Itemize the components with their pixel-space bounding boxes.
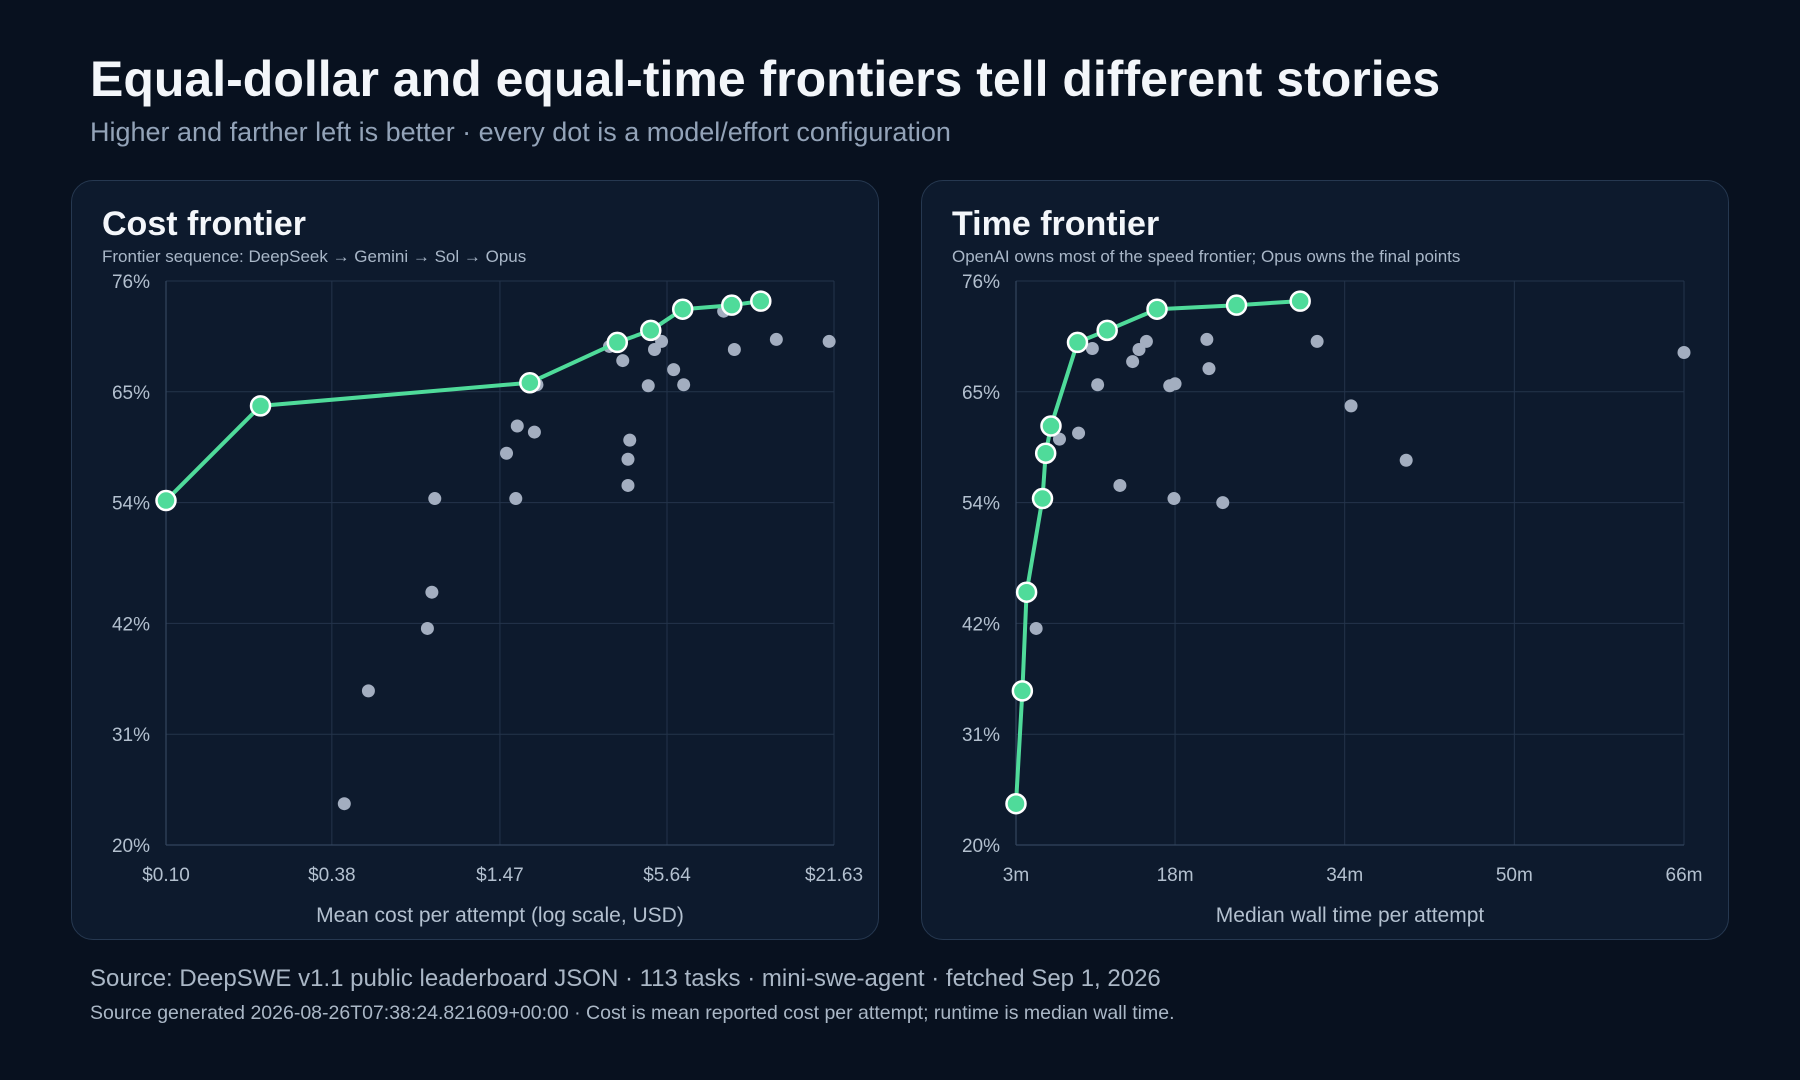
configuration-point [361, 684, 375, 698]
frontier-point [1015, 581, 1038, 603]
frontier-point [671, 298, 694, 320]
configuration-point [510, 419, 524, 433]
frontier-point [750, 290, 772, 312]
frontier-point [1289, 290, 1311, 312]
x-tick-label: $0.38 [308, 865, 356, 886]
configuration-point [1052, 432, 1066, 446]
x-tick-label: 18m [1157, 865, 1194, 886]
x-tick-label: 50m [1496, 865, 1533, 886]
time-frontier-subtitle: OpenAI owns most of the speed frontier; … [952, 247, 1461, 266]
cost-frontier-chart: 20% 31% 42% 54% 65% 76% $0.10 $0.38 $1.47 $5.64 $2… [112, 272, 863, 927]
configuration-point [667, 363, 681, 377]
configuration-point [621, 478, 635, 492]
x-tick-label: $5.64 [643, 865, 691, 886]
time-frontier-title: Time frontier [952, 205, 1160, 243]
y-tick-label: 54% [112, 494, 150, 515]
y-tick-label: 76% [112, 272, 150, 293]
x-tick-label: $0.10 [142, 865, 190, 886]
frontier-line [1014, 299, 1303, 806]
configuration-point [727, 342, 741, 356]
configuration-point [1126, 355, 1140, 369]
y-tick-label: 42% [112, 614, 150, 635]
frontier-point [1034, 442, 1057, 464]
configuration-point [1202, 362, 1216, 376]
cost-frontier-subtitle: Frontier sequence: DeepSeek → Gemini → S… [102, 247, 527, 266]
x-tick-label: 3m [1003, 865, 1029, 886]
x-axis-label: Median wall time per attempt [1216, 904, 1485, 927]
configuration-point [1072, 426, 1086, 440]
source-note: Source generated 2026-08-26T07:38:24.821… [90, 1002, 1175, 1024]
configuration-point [1085, 341, 1099, 355]
frontier-point [1225, 294, 1248, 316]
frontier-point [1066, 331, 1089, 354]
page-subtitle: Higher and farther left is better · ever… [90, 117, 951, 147]
y-tick-label: 65% [962, 383, 1000, 404]
x-axis-label: Mean cost per attempt (log scale, USD) [316, 904, 684, 927]
source-text: Source: DeepSWE v1.1 public leaderboard … [90, 965, 1161, 992]
frontier-point [1005, 792, 1027, 815]
frontier-point [1040, 415, 1062, 437]
configuration-points [1029, 332, 1691, 635]
y-tick-label: 31% [112, 725, 150, 746]
y-tick-label: 31% [962, 725, 1000, 746]
time-frontier-chart: 20% 31% 42% 54% 65% 76% 3m 18m 34m 50m 66m Median w… [962, 272, 1703, 927]
configuration-point [420, 621, 434, 635]
configuration-point [822, 334, 836, 348]
page-title: Equal-dollar and equal-time frontiers te… [90, 51, 1441, 107]
configuration-point [1113, 478, 1127, 492]
frontier-point [721, 294, 743, 316]
configuration-point [428, 492, 442, 506]
y-tick-label: 65% [112, 383, 150, 404]
configuration-point [1399, 453, 1413, 467]
configuration-point [425, 585, 439, 599]
x-tick-label: $21.63 [805, 865, 863, 886]
x-tick-label: $1.47 [476, 865, 524, 886]
configuration-point [337, 797, 351, 811]
configuration-point [1168, 377, 1182, 391]
configuration-point [621, 452, 635, 466]
grid [1015, 280, 1685, 846]
configuration-point [677, 378, 691, 392]
frontier-point [1096, 319, 1118, 342]
frontier-point [155, 489, 177, 512]
configuration-point [1139, 334, 1153, 348]
configuration-point [1344, 399, 1358, 413]
configuration-point [1677, 346, 1691, 360]
configuration-point [527, 425, 541, 439]
frontier-point [1011, 680, 1034, 702]
configuration-point [1310, 334, 1324, 348]
configuration-point [655, 334, 669, 348]
cost-frontier-title: Cost frontier [102, 205, 306, 243]
configuration-point [616, 354, 630, 368]
frontier-point [249, 395, 272, 417]
x-tick-label: 34m [1326, 865, 1363, 886]
configuration-point [509, 492, 523, 506]
configuration-point [623, 433, 637, 447]
grid [165, 280, 835, 846]
y-tick-label: 54% [962, 494, 1000, 515]
frontier-point [606, 331, 629, 354]
y-tick-label: 20% [962, 836, 1000, 857]
time-frontier-panel: 20% 31% 42% 54% 65% 76% 3m 18m 34m 50m 66m Median w… [921, 180, 1729, 940]
configuration-point [769, 332, 783, 346]
y-tick-label: 76% [962, 272, 1000, 293]
configuration-point [641, 379, 655, 393]
y-tick-label: 42% [962, 614, 1000, 635]
configuration-point [1091, 378, 1105, 392]
x-tick-label: 66m [1666, 865, 1703, 886]
configuration-point [1167, 492, 1181, 506]
configuration-point [1029, 621, 1043, 635]
configuration-point [1200, 332, 1214, 346]
y-tick-label: 20% [112, 836, 150, 857]
frontier-points [1005, 290, 1311, 815]
frontier-points [155, 290, 772, 512]
cost-frontier-panel: 20% 31% 42% 54% 65% 76% $0.10 $0.38 $1.47 $5.64 $2… [71, 180, 879, 940]
frontier-point [519, 371, 541, 394]
configuration-point [1216, 496, 1230, 510]
frontier-point [1031, 487, 1054, 510]
configuration-point [500, 446, 514, 460]
frontier-point [1146, 298, 1168, 320]
frontier-point [640, 319, 662, 342]
